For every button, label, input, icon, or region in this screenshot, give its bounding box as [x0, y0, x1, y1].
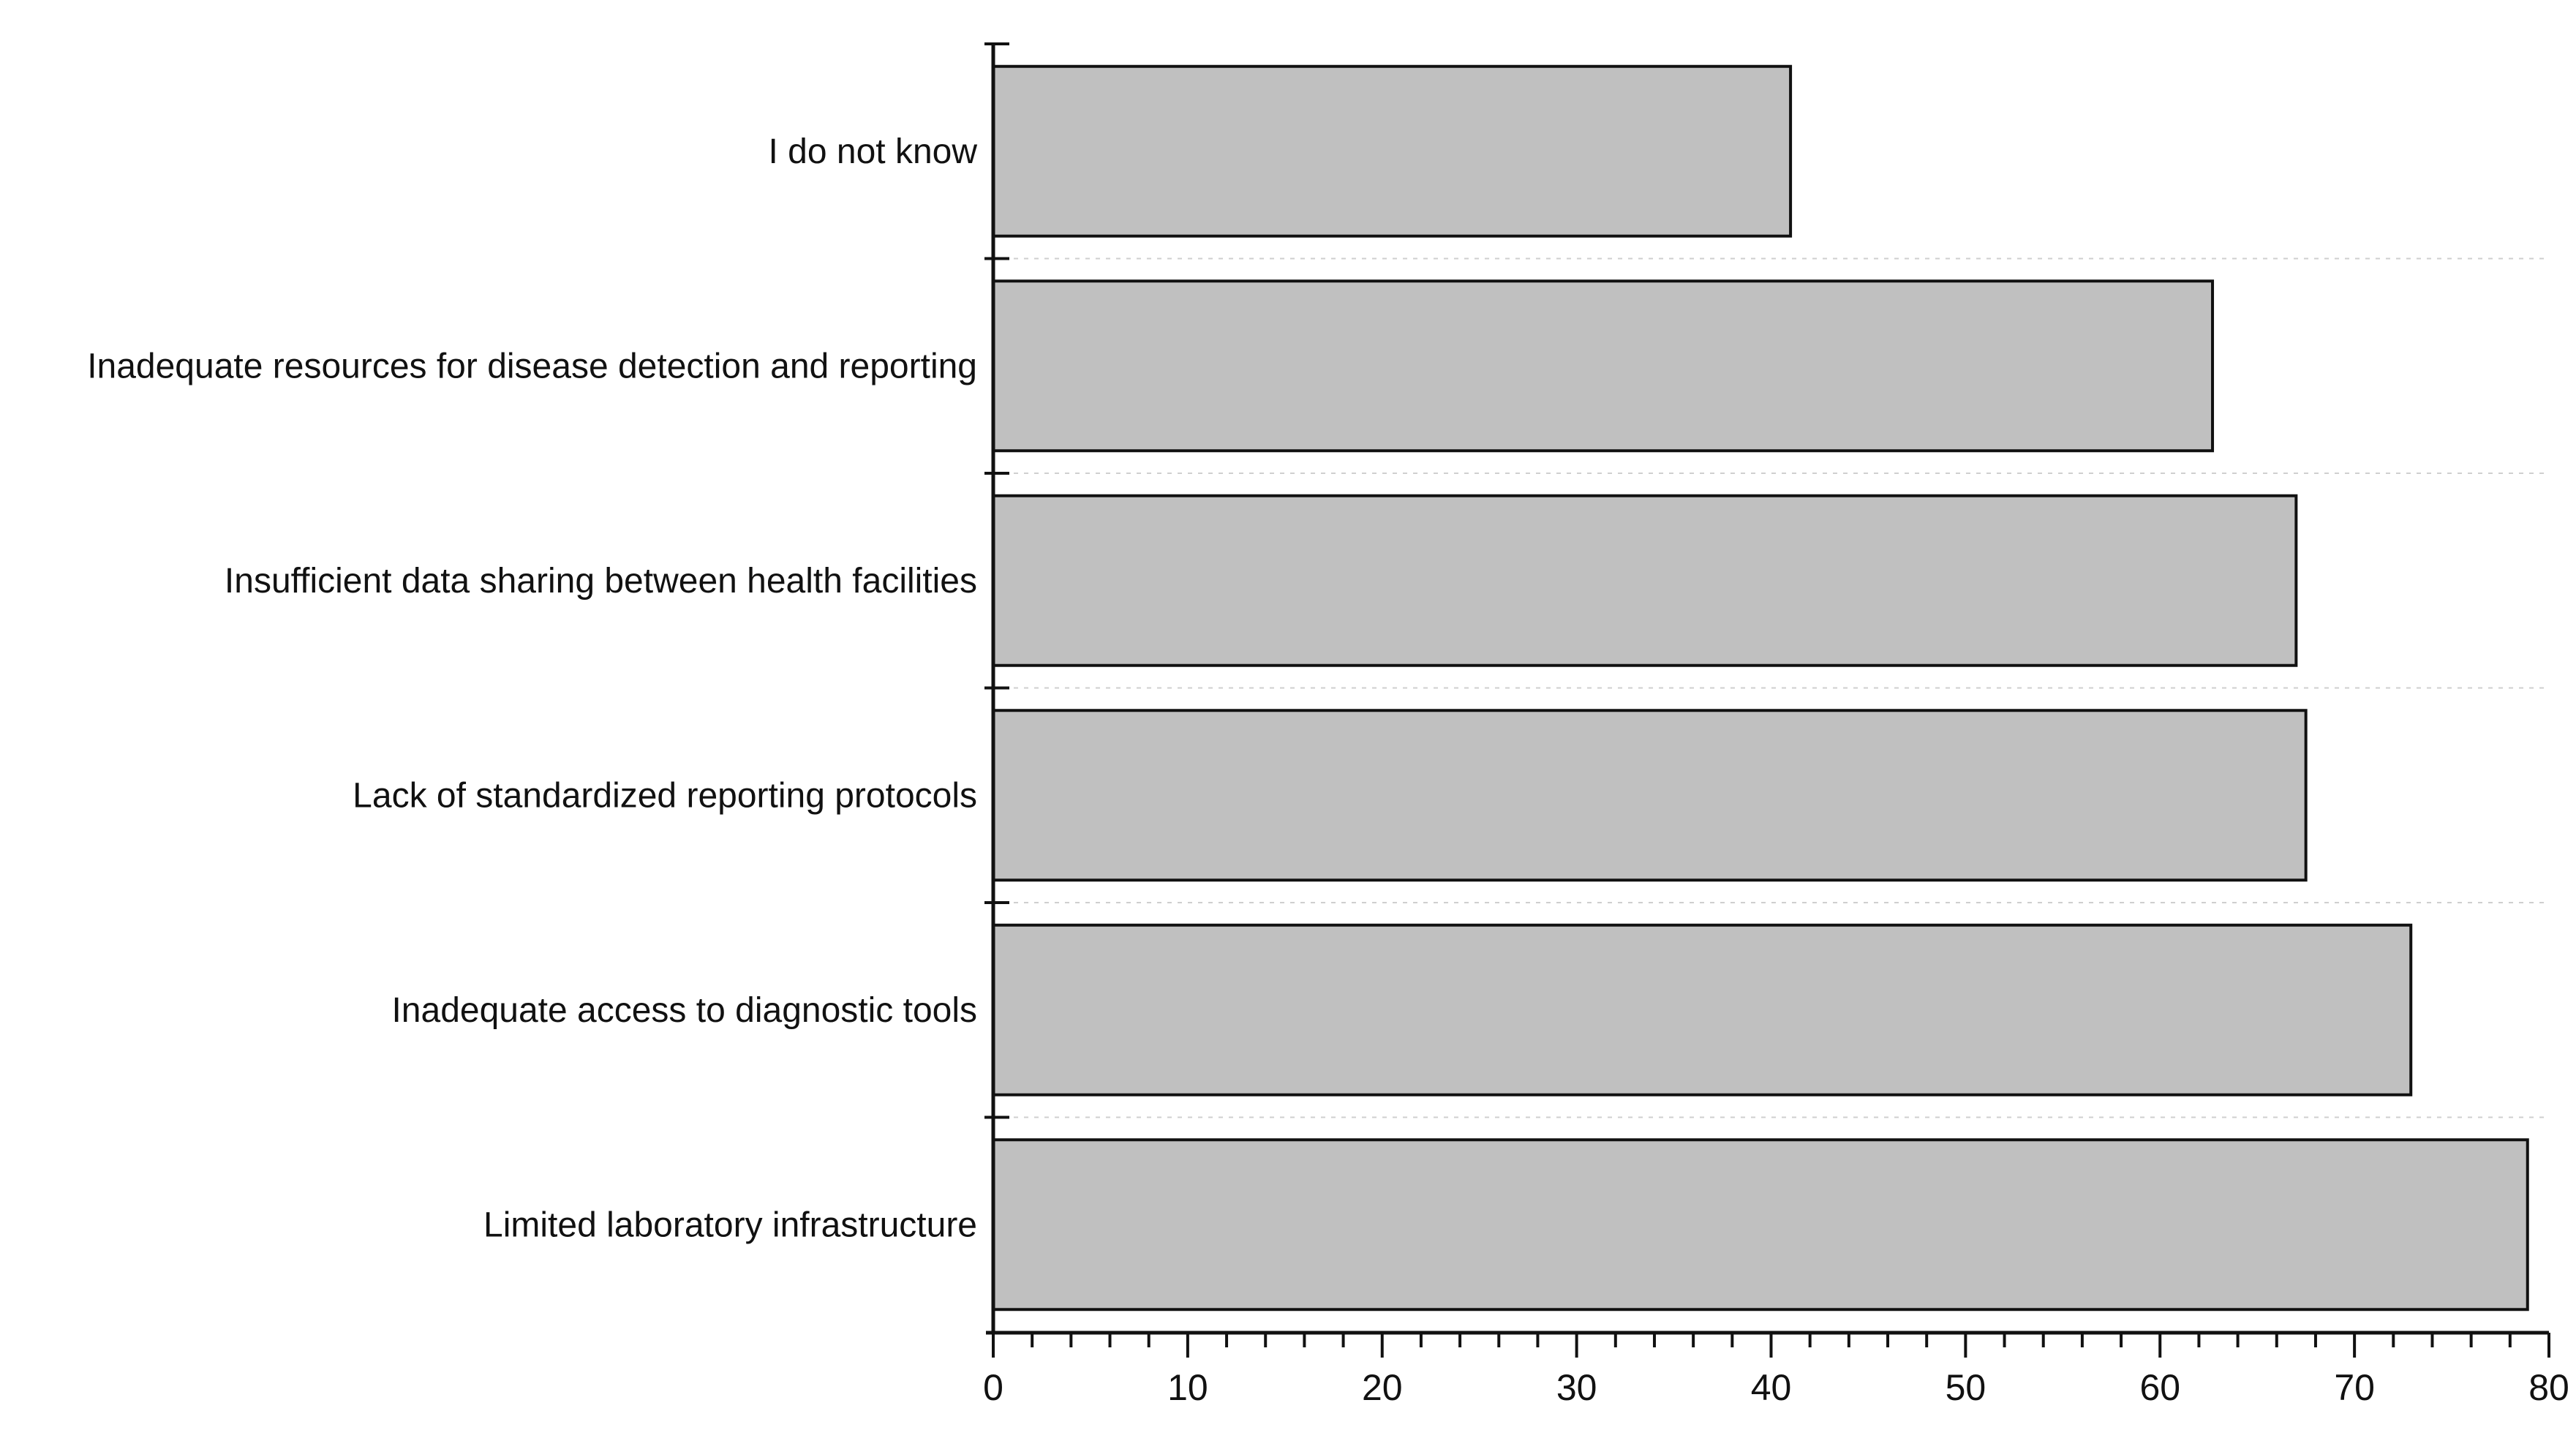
category-labels: I do not know Inadequate resources for di…: [87, 132, 977, 1245]
bar: [992, 709, 2308, 882]
x-axis-tick-labels: 0 10 20 30 40 50 60 70 80: [983, 1367, 2569, 1408]
x-axis-tick-label: 0: [983, 1367, 1003, 1408]
x-axis-tick-label: 30: [1556, 1367, 1597, 1408]
category-label: Inadequate resources for disease detecti…: [87, 347, 977, 385]
bars-group: [992, 64, 2529, 1312]
x-axis-tick-label: 80: [2528, 1367, 2569, 1408]
axes-group: [984, 42, 2549, 1335]
bar: [992, 923, 2413, 1096]
category-label: Limited laboratory infrastructure: [483, 1205, 977, 1244]
category-label: Lack of standardized reporting protocols: [353, 776, 977, 815]
category-separators: [993, 257, 2549, 1118]
bar: [992, 494, 2298, 667]
x-axis-tick-label: 50: [1946, 1367, 1986, 1408]
x-axis-tick-label: 10: [1167, 1367, 1208, 1408]
bar: [992, 64, 1793, 238]
x-axis-tick-label: 60: [2139, 1367, 2180, 1408]
x-axis-tick-label: 40: [1751, 1367, 1792, 1408]
category-label: Inadequate access to diagnostic tools: [391, 991, 977, 1030]
bar: [992, 279, 2215, 453]
bar: [992, 1138, 2529, 1312]
x-axis-ticks: [992, 1333, 2550, 1358]
x-axis-tick-label: 70: [2334, 1367, 2375, 1408]
x-axis-tick-label: 20: [1362, 1367, 1403, 1408]
category-label: Insufficient data sharing between health…: [225, 562, 977, 601]
category-label: I do not know: [768, 132, 977, 171]
